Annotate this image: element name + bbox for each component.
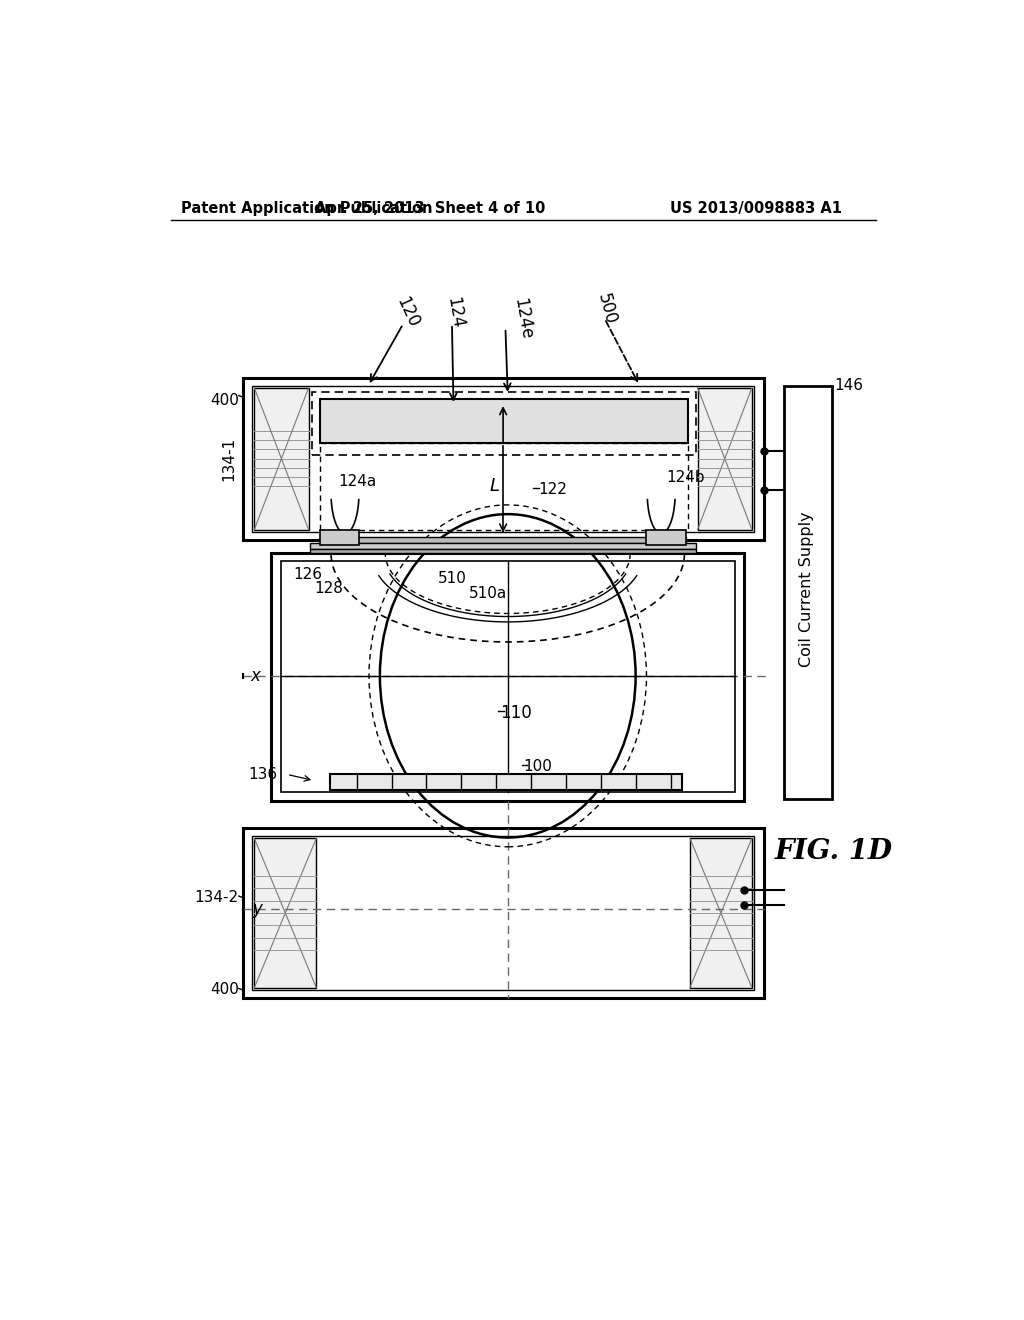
Text: 400: 400 bbox=[210, 393, 239, 408]
Text: Coil Current Supply: Coil Current Supply bbox=[799, 512, 814, 668]
Text: y: y bbox=[252, 900, 262, 919]
Text: 500: 500 bbox=[594, 292, 620, 327]
Text: 510: 510 bbox=[438, 570, 467, 586]
Bar bbox=[252, 385, 755, 532]
Bar bbox=[784, 385, 831, 799]
Text: 128: 128 bbox=[314, 581, 343, 595]
Bar bbox=[254, 388, 308, 529]
Text: 110: 110 bbox=[500, 704, 531, 722]
Bar bbox=[321, 531, 359, 545]
Bar bbox=[646, 531, 686, 545]
Text: Apr. 25, 2013  Sheet 4 of 10: Apr. 25, 2013 Sheet 4 of 10 bbox=[315, 201, 546, 216]
Bar bbox=[311, 392, 696, 455]
Text: 124a: 124a bbox=[339, 474, 377, 490]
Text: 122: 122 bbox=[539, 482, 567, 498]
Bar bbox=[254, 838, 316, 987]
Bar bbox=[243, 378, 764, 540]
Text: 136: 136 bbox=[249, 767, 278, 781]
Text: FIG. 1D: FIG. 1D bbox=[775, 838, 893, 865]
Text: 400: 400 bbox=[210, 982, 239, 998]
Text: 510a: 510a bbox=[469, 586, 507, 601]
Text: x: x bbox=[251, 667, 260, 685]
Bar bbox=[690, 838, 752, 987]
Text: 126: 126 bbox=[293, 566, 323, 582]
Text: 134-2: 134-2 bbox=[195, 890, 239, 906]
Text: 146: 146 bbox=[835, 378, 864, 393]
Text: 120: 120 bbox=[392, 294, 422, 330]
Bar bbox=[321, 399, 687, 444]
Bar bbox=[281, 561, 735, 792]
Bar bbox=[321, 444, 687, 529]
Text: L: L bbox=[490, 477, 500, 495]
Bar bbox=[321, 537, 686, 544]
Text: 134-1: 134-1 bbox=[221, 437, 237, 480]
Text: 100: 100 bbox=[523, 759, 552, 775]
Bar bbox=[310, 549, 696, 553]
Text: 124: 124 bbox=[443, 296, 467, 330]
Bar bbox=[271, 553, 744, 801]
Bar bbox=[697, 388, 752, 529]
Text: 124b: 124b bbox=[667, 470, 706, 486]
Text: 124e: 124e bbox=[510, 296, 536, 341]
Text: Patent Application Publication: Patent Application Publication bbox=[180, 201, 432, 216]
Bar bbox=[243, 829, 764, 998]
Bar bbox=[330, 775, 682, 789]
Text: US 2013/0098883 A1: US 2013/0098883 A1 bbox=[671, 201, 843, 216]
Bar bbox=[252, 836, 755, 990]
Bar bbox=[310, 543, 696, 549]
